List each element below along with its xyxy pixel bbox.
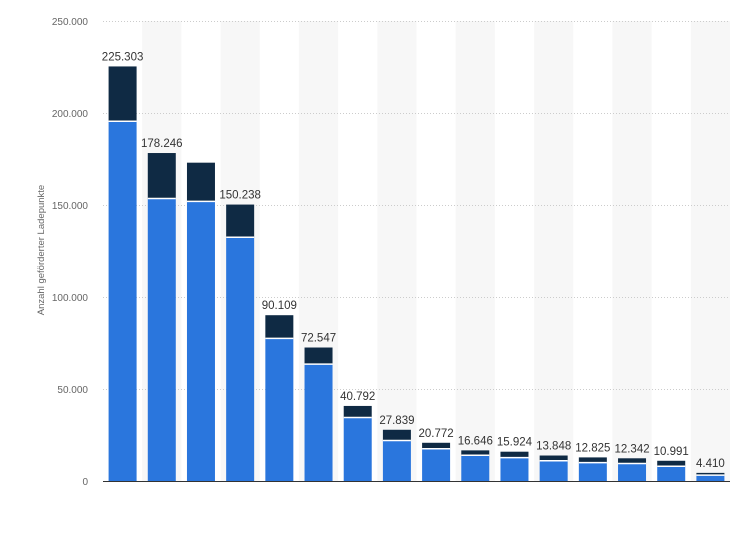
bars <box>108 66 725 481</box>
bar-segment-lower <box>461 455 490 481</box>
bar-segment-upper <box>382 429 411 441</box>
column-band <box>455 21 495 481</box>
bar-segment-upper <box>186 162 215 202</box>
data-label: 72.547 <box>301 333 336 345</box>
bar-segment-lower <box>578 462 607 481</box>
bar-segment-lower <box>618 463 647 481</box>
y-tick-label: 100.000 <box>52 293 89 304</box>
bar-segment-upper <box>265 315 294 339</box>
grid-lines <box>103 21 730 390</box>
bar-segment-lower <box>108 121 137 481</box>
bar-segment-upper <box>343 405 372 418</box>
y-tick-label: 200.000 <box>52 109 89 120</box>
bar-segment-upper <box>500 451 529 458</box>
bar-segment-upper <box>147 153 176 199</box>
bar-segment-upper <box>539 455 568 461</box>
column-band <box>534 21 574 481</box>
bar-segment-lower <box>226 237 255 481</box>
bar-segment-lower <box>500 457 529 481</box>
data-label: 27.839 <box>379 415 414 427</box>
data-label: 40.792 <box>340 391 375 403</box>
bar-segment-upper <box>108 66 137 122</box>
bar-segment-lower <box>304 364 333 481</box>
bar-segment-lower <box>539 460 568 481</box>
bar-segment-upper <box>657 460 686 467</box>
data-label: 16.646 <box>458 435 493 447</box>
bar-segment-lower <box>343 417 372 481</box>
data-label: 178.246 <box>141 138 183 150</box>
column-band <box>377 21 417 481</box>
bar-segment-upper <box>696 472 725 476</box>
data-label: 10.991 <box>654 446 689 458</box>
column-band <box>612 21 652 481</box>
bar-segment-upper <box>618 458 647 464</box>
column-band <box>690 21 730 481</box>
bar-segment-lower <box>265 338 294 481</box>
bar-segment-lower <box>186 201 215 481</box>
bar-segment-upper <box>422 442 451 449</box>
data-labels: 225.303 178.246 150.238 90.109 72.547 40.792 2… <box>102 51 725 469</box>
data-label: 150.238 <box>219 190 261 202</box>
data-label: 15.924 <box>497 437 533 449</box>
bar-segment-lower <box>657 466 686 481</box>
data-label: 20.772 <box>419 428 454 440</box>
bar-segment-lower <box>696 475 725 481</box>
bar-segment-upper <box>578 457 607 463</box>
y-tick-label: 150.000 <box>52 201 89 212</box>
bar-segment-upper <box>461 450 490 456</box>
y-tick-labels: 0 50.000 100.000 150.000 200.000 250.000 <box>52 17 89 488</box>
data-label: 12.342 <box>614 443 649 455</box>
y-tick-label: 50.000 <box>57 385 88 396</box>
bar-segment-upper <box>304 347 333 365</box>
column-bands <box>142 21 730 481</box>
bar-segment-lower <box>382 440 411 481</box>
data-label: 13.848 <box>536 441 571 453</box>
data-label: 4.410 <box>696 458 725 470</box>
bar-segment-upper <box>226 204 255 238</box>
data-label: 90.109 <box>262 300 297 312</box>
y-tick-label: 0 <box>82 477 88 488</box>
y-axis-title: Anzahl geförderter Ladepunkte <box>36 185 47 315</box>
bar-segment-lower <box>147 198 176 481</box>
data-label: 12.825 <box>575 442 610 454</box>
data-label: 225.303 <box>102 51 144 63</box>
bar-segment-lower <box>422 448 451 481</box>
y-tick-label: 250.000 <box>52 17 89 28</box>
